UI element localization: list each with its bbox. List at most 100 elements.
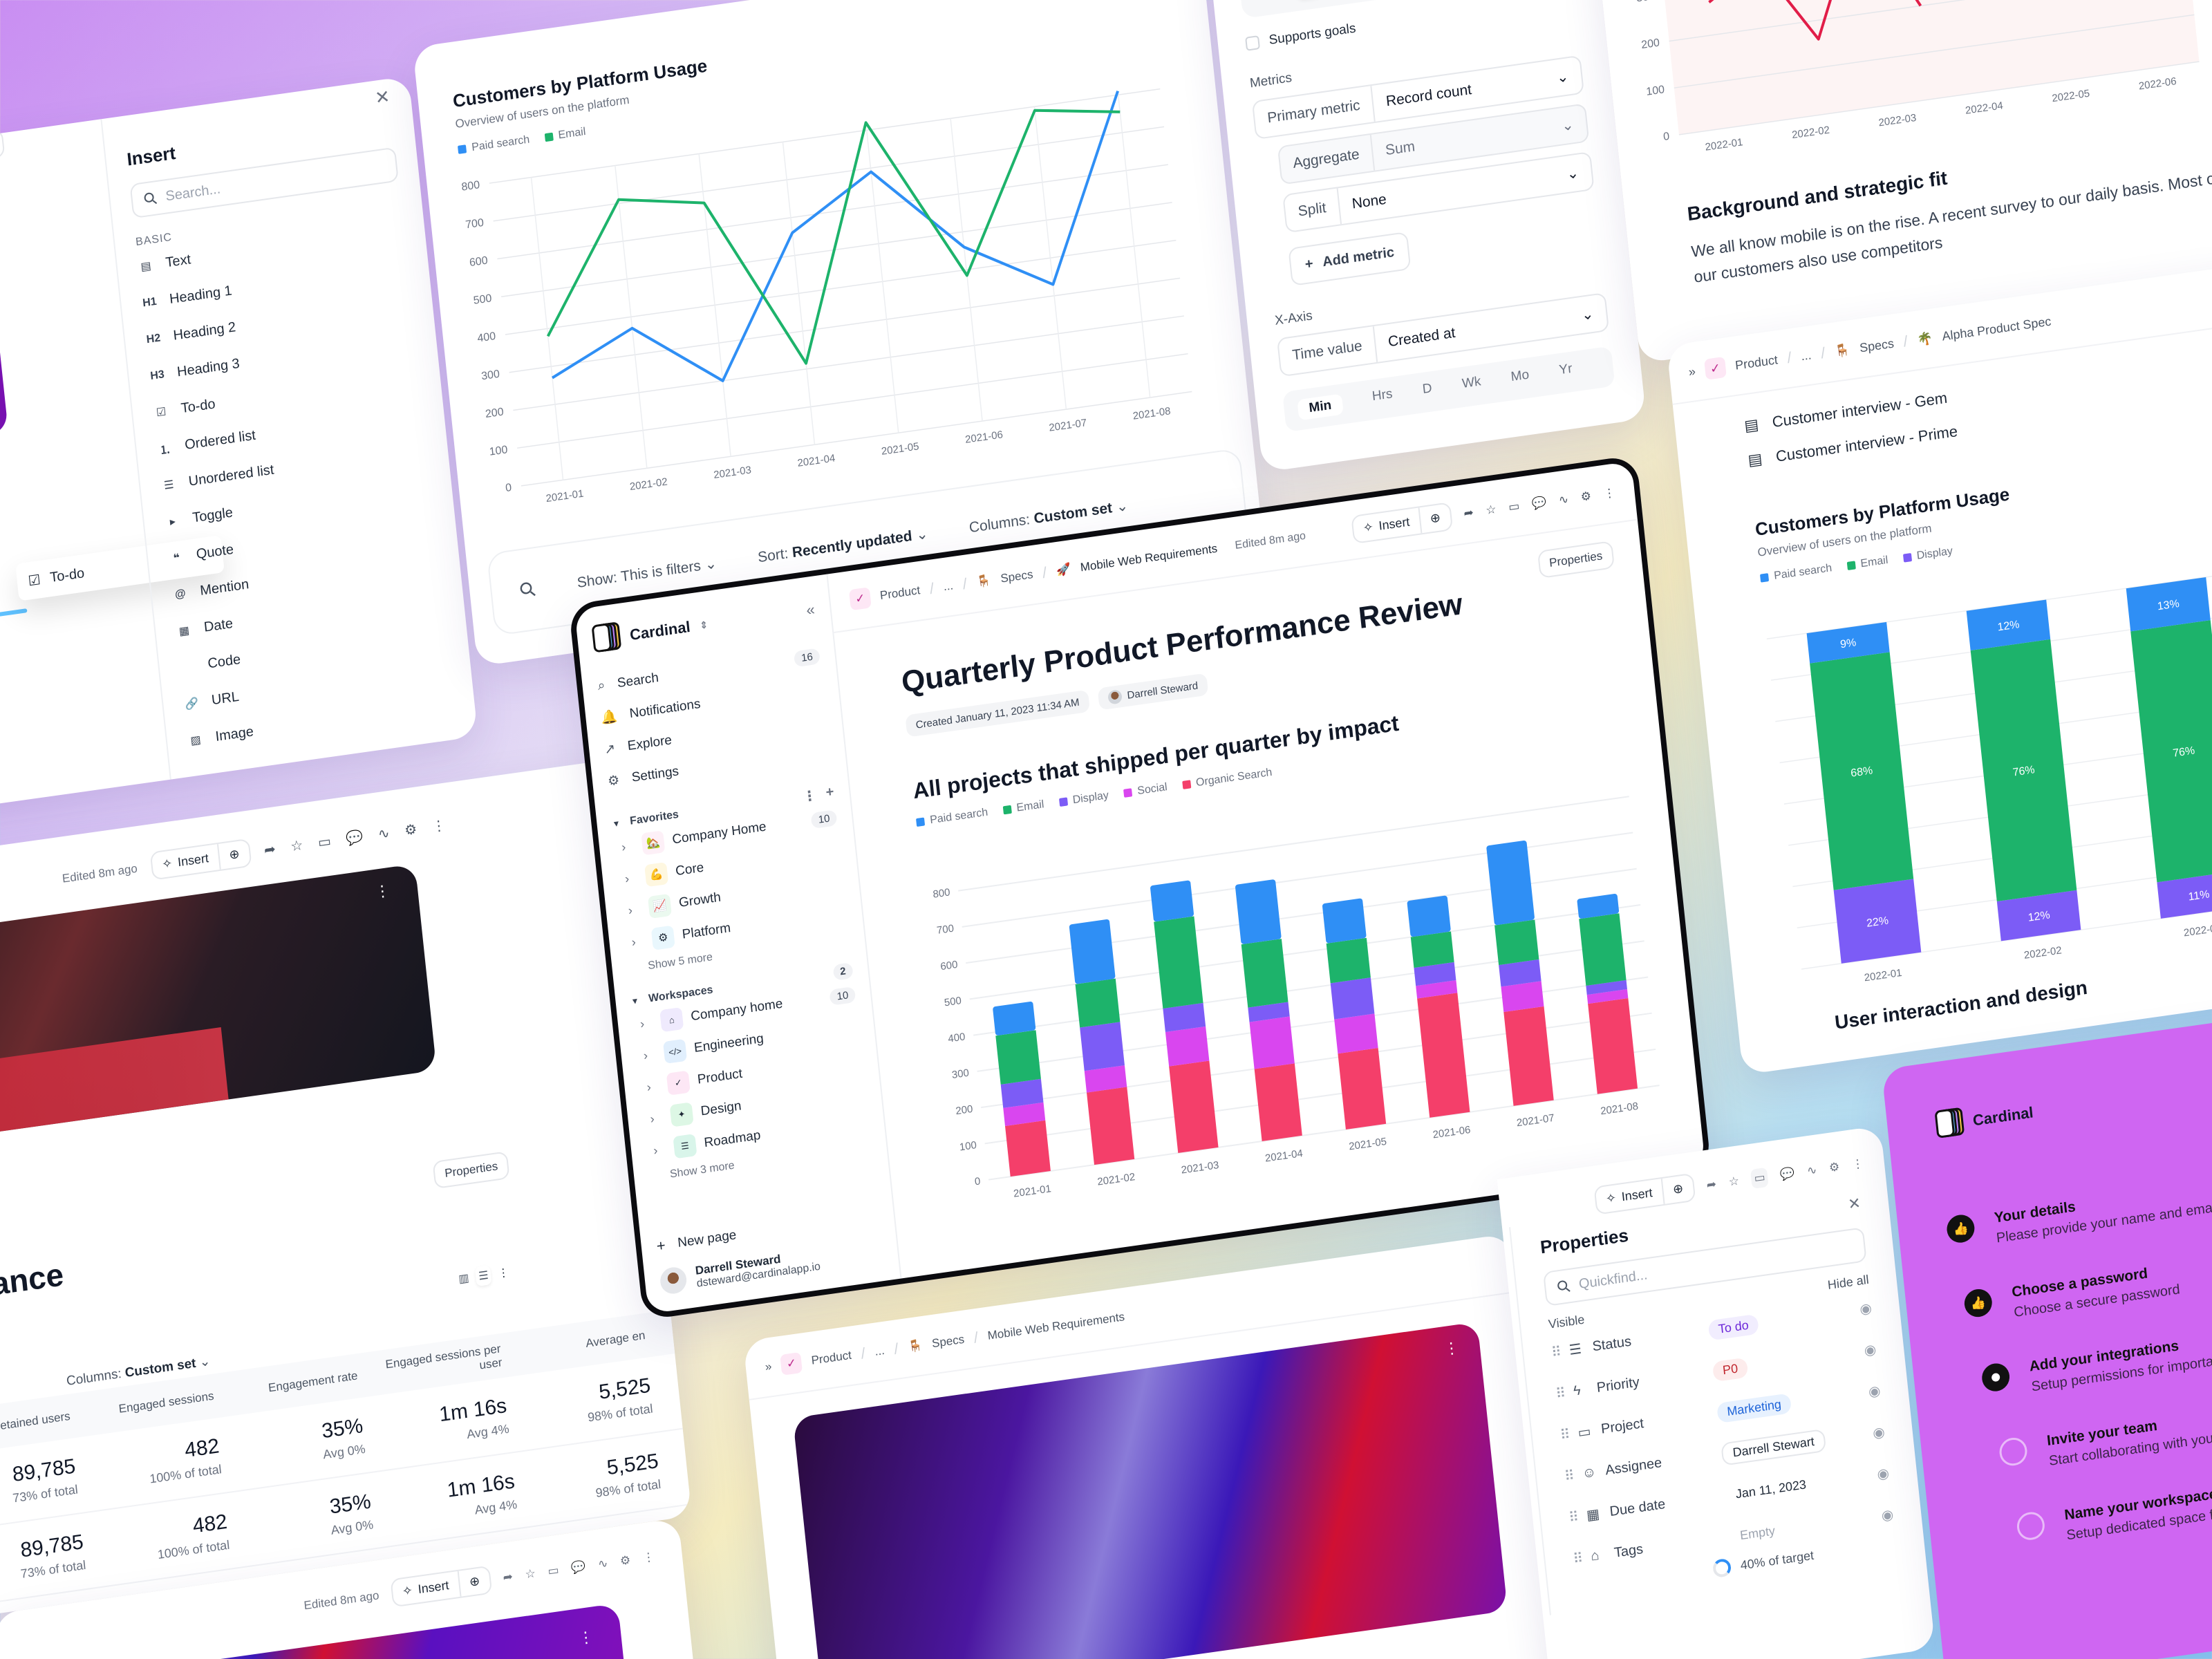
chevron-right-icon[interactable]: › [627, 903, 633, 917]
collapse-sidebar-icon[interactable]: « [805, 600, 816, 619]
gear-icon[interactable]: ⚙ [1828, 1159, 1841, 1174]
comments-icon[interactable]: 💬 [1779, 1165, 1796, 1181]
comments-icon[interactable]: 💬 [1531, 495, 1548, 511]
drag-handle-icon[interactable]: ⠿ [1555, 1385, 1567, 1402]
chevron-right-icon[interactable]: › [653, 1143, 659, 1158]
add-comment-icon[interactable]: ⊕ [1660, 1174, 1694, 1205]
granularity-d[interactable]: D [1421, 381, 1433, 397]
insert-button[interactable]: ✧ Insert ⊕ [1350, 501, 1453, 544]
chevron-right-icon[interactable]: › [621, 839, 627, 854]
insert-button[interactable]: ✧ Insert ⊕ [389, 1565, 493, 1608]
share-icon[interactable]: ➦ [1463, 505, 1474, 521]
granularity-yr[interactable]: Yr [1558, 361, 1573, 378]
eye-icon[interactable]: ◉ [1863, 1341, 1877, 1359]
activity-icon[interactable]: ∿ [597, 1556, 609, 1571]
column-header[interactable]: Engagement rate [268, 1369, 359, 1395]
property-value[interactable]: Marketing [1716, 1392, 1792, 1423]
property-value[interactable]: To do [1707, 1313, 1759, 1341]
granularity-hrs[interactable]: Hrs [1371, 386, 1394, 404]
table-chart-icon[interactable]: ☰ [1253, 0, 1280, 6]
star-icon[interactable]: ☆ [1485, 502, 1497, 517]
bar-chart-icon[interactable]: ▥ [458, 1272, 470, 1286]
add-comment-icon[interactable]: ⊕ [216, 839, 251, 870]
star-icon[interactable]: ☆ [1727, 1174, 1740, 1189]
eye-icon[interactable]: ◉ [1867, 1382, 1882, 1400]
close-icon[interactable]: ✕ [1847, 1193, 1862, 1213]
eye-icon[interactable]: ◉ [1876, 1465, 1891, 1483]
activity-icon[interactable]: ∿ [1806, 1163, 1818, 1178]
quickfind-input[interactable]: Quickfind... [1543, 1227, 1867, 1307]
gear-icon[interactable]: ⚙ [1580, 489, 1592, 504]
property-value[interactable]: Jan 11, 2023 [1734, 1477, 1807, 1501]
add-comment-icon[interactable]: ⊕ [1418, 503, 1452, 533]
author-chip[interactable]: Darrell Steward [1097, 673, 1209, 711]
close-icon[interactable]: ✕ [373, 85, 391, 109]
present-icon[interactable]: ▭ [547, 1563, 560, 1578]
chevron-right-icon[interactable]: › [649, 1111, 655, 1126]
insert-search-input[interactable]: Search... [129, 147, 399, 219]
breadcrumb-item[interactable]: Specs [1859, 336, 1895, 355]
activity-icon[interactable]: ∿ [377, 825, 391, 843]
breadcrumb-item[interactable]: Specs [931, 1332, 966, 1351]
property-value[interactable]: Darrell Stewart [1721, 1428, 1827, 1466]
eye-icon[interactable]: ◉ [1859, 1300, 1873, 1318]
drag-handle-icon[interactable]: ⠿ [1572, 1550, 1584, 1567]
drag-handle-icon[interactable]: ⠿ [1568, 1509, 1580, 1526]
expand-sidebar-icon[interactable]: » [764, 1359, 773, 1374]
drag-handle-icon[interactable]: ⠿ [1550, 1344, 1562, 1361]
breadcrumb-item[interactable]: Alpha Product Spec [1941, 314, 2052, 344]
workspace-switcher[interactable]: Cardinal ⇕ [591, 609, 709, 655]
properties-button[interactable]: Properties [432, 1151, 511, 1190]
gear-icon[interactable]: ⚙ [404, 821, 418, 839]
breadcrumb-item[interactable]: Product [1734, 352, 1779, 373]
expand-sidebar-icon[interactable]: » [1687, 364, 1696, 379]
more-icon[interactable]: ⋮ [431, 817, 447, 835]
activity-icon[interactable]: ∿ [1557, 492, 1569, 507]
star-icon[interactable]: ☆ [524, 1566, 536, 1581]
share-icon[interactable]: ➦ [502, 1569, 514, 1584]
granularity-min[interactable]: Min [1297, 393, 1344, 421]
column-header[interactable]: Average en [585, 1328, 646, 1350]
granularity-mo[interactable]: Mo [1510, 367, 1530, 385]
more-icon[interactable]: ⋮ [497, 1266, 510, 1280]
chevron-right-icon[interactable]: › [630, 934, 637, 949]
eye-icon[interactable]: ◉ [1872, 1424, 1886, 1441]
column-header[interactable]: Engaged sessions [118, 1389, 215, 1416]
star-icon[interactable]: ☆ [290, 837, 304, 855]
breadcrumb-item[interactable]: Product [810, 1348, 852, 1367]
breadcrumb-specs[interactable]: Specs [1000, 568, 1034, 585]
gear-icon[interactable]: ⚙ [619, 1553, 632, 1568]
more-icon[interactable]: ⋮ [1602, 485, 1616, 501]
drag-handle-icon[interactable]: ⠿ [1559, 1426, 1571, 1443]
more-icon[interactable]: ⋮ [577, 1627, 594, 1647]
breadcrumb-current[interactable]: Mobile Web Requirements [1079, 541, 1218, 574]
insert-button[interactable]: ✧Insert [0, 129, 6, 167]
breadcrumb-ellipsis[interactable]: ... [942, 579, 954, 594]
breadcrumb-item[interactable]: Mobile Web Requirements [986, 1310, 1125, 1342]
chevron-right-icon[interactable]: › [639, 1016, 646, 1031]
present-icon[interactable]: ▭ [1508, 499, 1521, 514]
granularity-wk[interactable]: Wk [1461, 374, 1482, 391]
more-icon[interactable]: ⋮ [802, 787, 818, 805]
more-icon[interactable]: ⋮ [374, 881, 391, 901]
more-icon[interactable]: ⋮ [1443, 1338, 1461, 1358]
property-value[interactable]: Empty [1739, 1523, 1776, 1542]
chevron-right-icon[interactable]: › [624, 871, 630, 886]
add-comment-icon[interactable]: ⊕ [457, 1566, 491, 1597]
insert-button[interactable]: ✧ Insert ⊕ [149, 838, 252, 881]
search-icon[interactable] [518, 580, 536, 599]
chevron-right-icon[interactable]: › [646, 1079, 652, 1094]
drag-handle-icon[interactable]: ⠿ [1564, 1468, 1575, 1485]
breadcrumb-item[interactable]: ... [874, 1343, 885, 1358]
more-icon[interactable]: ⋮ [641, 1549, 655, 1564]
comments-icon[interactable]: 💬 [345, 829, 364, 847]
show-filter[interactable]: Show: This is filters ⌄ [576, 555, 718, 591]
eye-icon[interactable]: ◉ [1880, 1506, 1895, 1524]
breadcrumb-item[interactable]: ... [1800, 347, 1812, 363]
present-icon[interactable]: ▭ [1750, 1167, 1769, 1189]
add-metric-button[interactable]: + Add metric [1288, 231, 1412, 286]
breadcrumb-product[interactable]: Product [879, 583, 921, 603]
share-icon[interactable]: ➦ [263, 841, 276, 859]
chevron-right-icon[interactable]: › [642, 1048, 648, 1062]
column-header[interactable]: Retained users [0, 1409, 71, 1434]
